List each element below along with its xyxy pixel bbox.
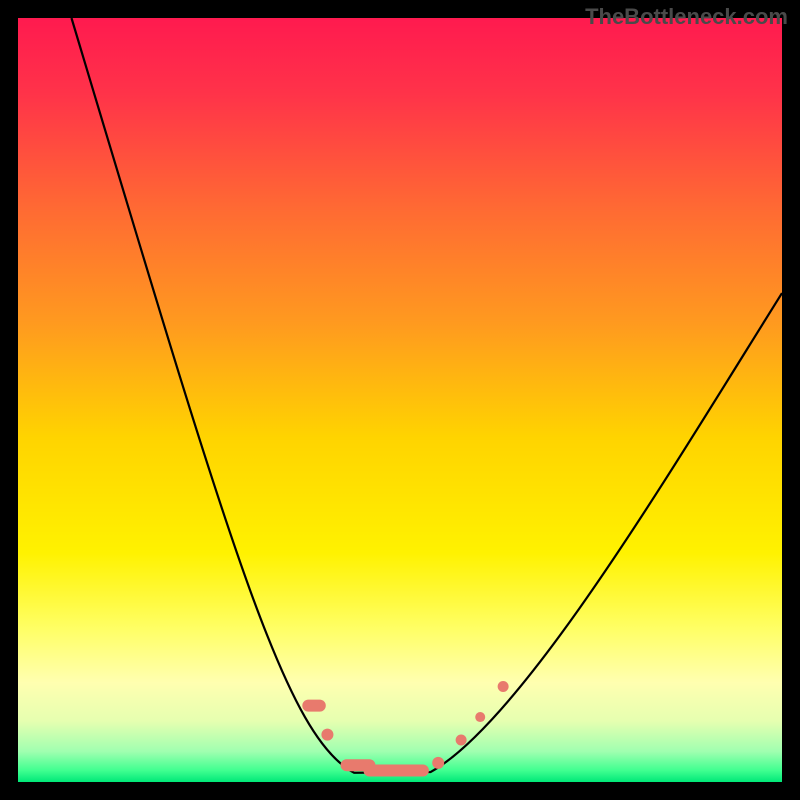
bottleneck-curve-chart [0,0,800,800]
marker-dot [498,681,509,692]
watermark-text: TheBottleneck.com [585,4,788,30]
marker-dot [475,712,485,722]
marker-dot [432,757,444,769]
plot-background [18,18,782,782]
chart-frame: TheBottleneck.com [0,0,800,800]
marker-dot [456,734,467,745]
marker-dot [321,729,333,741]
